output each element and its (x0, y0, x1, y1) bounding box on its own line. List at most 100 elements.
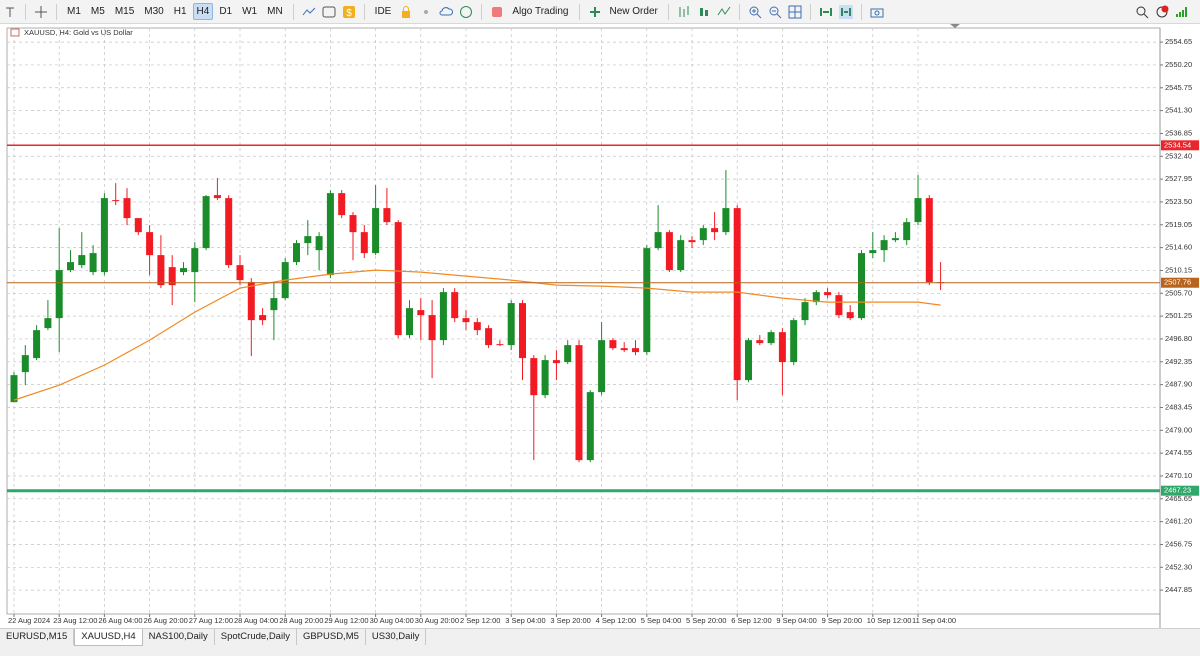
new-order-icon[interactable] (588, 5, 602, 19)
chart-tab[interactable]: GBPUSD,M5 (297, 629, 366, 645)
chart-tab[interactable]: XAUUSD,H4 (74, 629, 143, 646)
x-tick-label: 28 Aug 20:00 (279, 616, 323, 625)
y-tick-label: 2461.20 (1165, 517, 1192, 526)
price-level-tag (1161, 140, 1199, 151)
lock-icon[interactable] (399, 5, 413, 19)
zoom-out-icon[interactable] (768, 5, 782, 19)
shift-marker (950, 24, 960, 28)
new-order-button[interactable]: New Order (609, 6, 658, 17)
price-level-label: 2507.76 (1164, 278, 1191, 287)
search-icon[interactable] (1135, 5, 1149, 19)
x-tick-label: 11 Sep 04:00 (912, 616, 956, 625)
template-icon[interactable] (322, 5, 336, 19)
notifications-icon[interactable] (1155, 5, 1169, 19)
zoom-in-icon[interactable] (748, 5, 762, 19)
x-tick-label: 3 Sep 20:00 (550, 616, 590, 625)
chart-tab[interactable]: SpotCrude,Daily (215, 629, 297, 645)
timeframe-button[interactable]: M30 (144, 6, 164, 17)
candle-body (665, 232, 673, 271)
candle-body (564, 345, 572, 363)
timeframe-button[interactable]: M5 (90, 6, 105, 17)
svg-text:$: $ (346, 8, 352, 19)
candle-body (745, 340, 752, 381)
timeframe-button[interactable]: MN (267, 6, 283, 17)
candle-body (293, 243, 300, 263)
separator (481, 3, 483, 20)
candle-body (213, 195, 221, 199)
vps-icon[interactable] (459, 5, 473, 19)
move-icon[interactable] (34, 5, 48, 19)
candle-body (643, 248, 651, 353)
x-tick-label: 3 Sep 04:00 (505, 616, 545, 625)
signal-strength-icon[interactable] (1175, 5, 1189, 19)
shift-icon[interactable] (838, 4, 853, 19)
candle-body (259, 315, 267, 321)
algo-icon[interactable] (490, 5, 504, 19)
candles-icon[interactable] (697, 5, 711, 19)
candle-body (925, 198, 933, 283)
candle-body (372, 208, 380, 254)
tabs-bar: EURUSD,M15 XAUUSD,H4 NAS100,Daily SpotCrude… (0, 628, 1200, 656)
line-icon[interactable] (717, 5, 731, 19)
y-tick-label: 2474.55 (1165, 448, 1192, 457)
separator (667, 3, 669, 20)
candle-body (157, 255, 165, 286)
chart-tab[interactable]: EURUSD,M15 (0, 629, 75, 645)
separator (809, 3, 811, 20)
candle-body (270, 298, 278, 311)
candle-body (858, 253, 865, 319)
candle-body (552, 360, 560, 364)
price-level-tag (1161, 277, 1199, 288)
candle-body (451, 292, 459, 319)
moving-average (13, 269, 941, 401)
candle-body (406, 308, 413, 336)
x-tick-label: 6 Sep 12:00 (731, 616, 771, 625)
candle-body (304, 236, 312, 244)
indicator-icon[interactable] (302, 5, 316, 19)
x-tick-label: 5 Sep 20:00 (686, 616, 726, 625)
timeframe-button[interactable]: H1 (173, 6, 187, 17)
algo-trading-button[interactable]: Algo Trading (512, 6, 569, 17)
chart-tab[interactable]: US30,Daily (366, 629, 427, 645)
candle-body (473, 322, 481, 331)
y-tick-label: 2496.80 (1165, 334, 1192, 343)
x-tick-label: 26 Aug 04:00 (98, 616, 142, 625)
candle-body (428, 315, 436, 341)
cloud-icon[interactable] (439, 5, 454, 19)
bars-icon[interactable] (677, 5, 691, 19)
x-tick-label: 10 Sep 12:00 (867, 616, 912, 625)
chart: XAUUSD, H4: Gold vs US Dollar 2554.65 255… (6, 24, 1199, 628)
candle-body (100, 198, 108, 273)
y-tick-label: 2527.95 (1165, 174, 1192, 183)
candle-body (168, 267, 176, 286)
candle-body (541, 360, 549, 396)
price-level-label: 2534.54 (1164, 140, 1191, 149)
crosshair-icon[interactable] (3, 5, 17, 19)
candle-body (10, 375, 18, 403)
candle-body (869, 250, 877, 254)
candle-body (903, 222, 911, 241)
autoscroll-icon[interactable] (819, 5, 833, 19)
candle-body (722, 208, 730, 233)
ide-button[interactable]: IDE (374, 6, 392, 17)
timeframe-button[interactable]: M15 (114, 6, 135, 17)
timeframe-button[interactable]: M1 (67, 6, 81, 17)
candle-body (824, 292, 832, 296)
timeframe-button[interactable]: H4 (192, 3, 214, 20)
timeframe-button[interactable]: W1 (242, 6, 258, 17)
x-tick-label: 23 Aug 12:00 (53, 616, 97, 625)
candle-body (767, 332, 775, 344)
candle-body (78, 255, 86, 266)
chart-tab[interactable]: NAS100,Daily (143, 629, 215, 645)
candle-body (575, 345, 583, 461)
candle-body (778, 332, 786, 363)
price-level-label: 2467.23 (1164, 486, 1191, 495)
signal-icon[interactable] (419, 5, 433, 19)
tile-icon[interactable] (788, 5, 802, 19)
y-tick-label: 2550.20 (1165, 60, 1192, 69)
market-icon[interactable]: $ (342, 5, 356, 19)
screenshot-icon[interactable] (870, 5, 884, 19)
timeframe-button[interactable]: D1 (219, 6, 233, 17)
candle-body (112, 200, 120, 202)
toolbar: M1 M5 M15 M30 H1 H4 D1 W1 MN $ IDE Algo Trading … (0, 0, 1200, 24)
